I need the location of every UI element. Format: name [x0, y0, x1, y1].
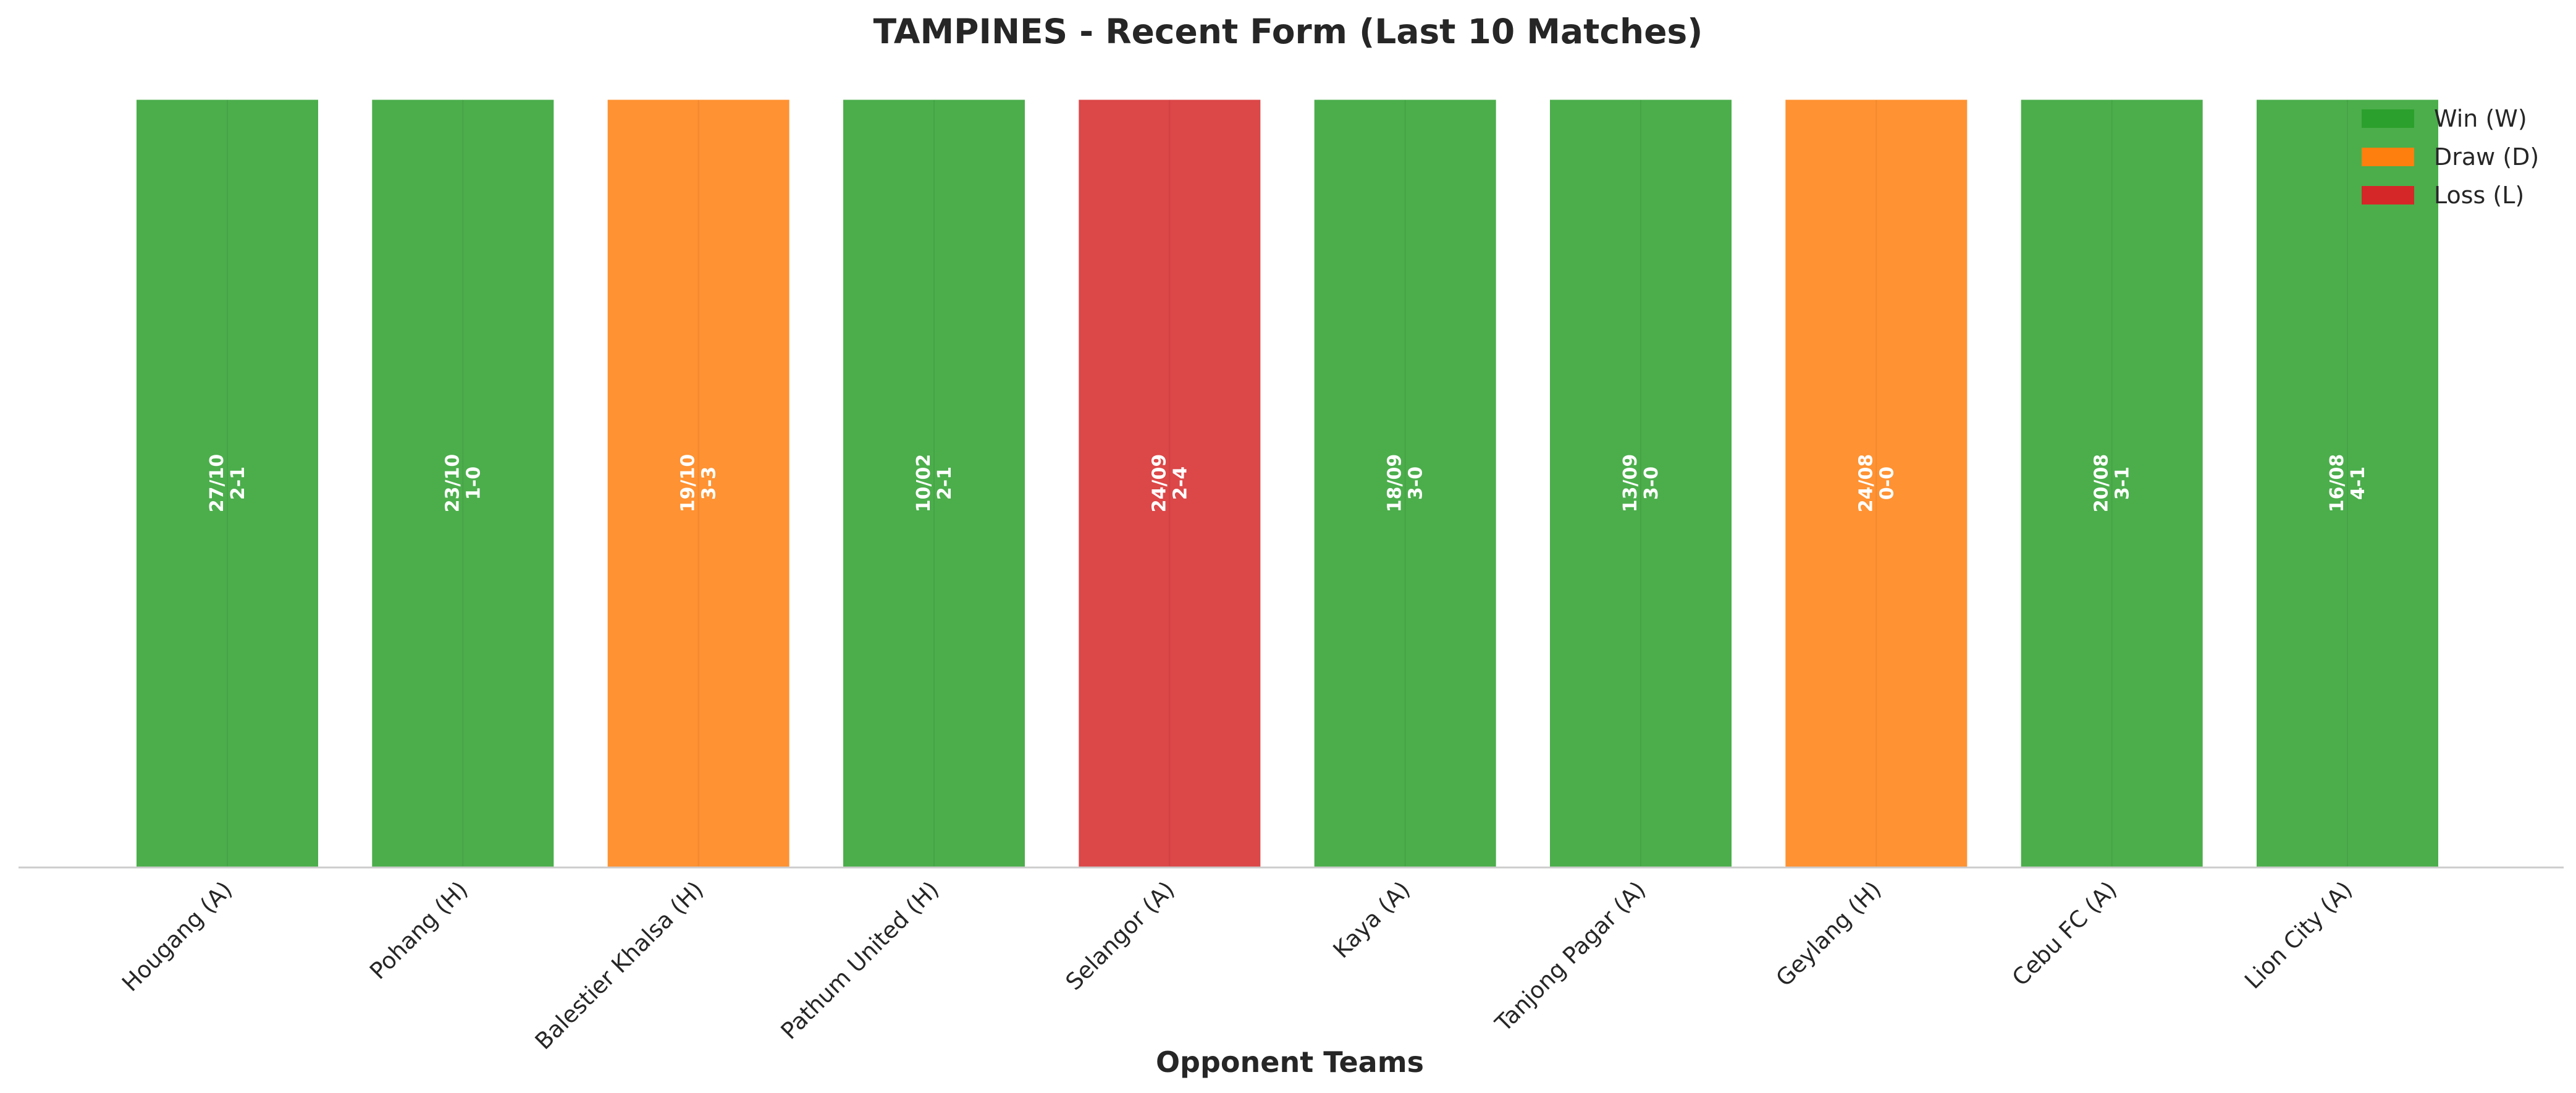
bar-score-label: 2-1	[227, 466, 249, 500]
bar-date-label: 13/09	[1620, 454, 1641, 512]
chart-title: TAMPINES - Recent Form (Last 10 Matches)	[873, 12, 1703, 51]
bar-score-label: 3-0	[1405, 466, 1427, 500]
bar-score-label: 3-3	[699, 466, 720, 500]
bar-label-10: 16/08 4-1	[2326, 454, 2369, 512]
bar-score-label: 4-1	[2347, 466, 2369, 500]
legend-swatch-d	[2362, 148, 2414, 166]
bar-labels-layer: 27/10 2-1 23/10 1-0 19/10 3-3 10/02 2-1 24/09 2-4…	[206, 454, 2369, 512]
legend-label-l: Loss (L)	[2434, 182, 2524, 209]
legend-swatch-l	[2362, 186, 2414, 205]
bar-label-1: 27/10 2-1	[206, 454, 249, 512]
bar-date-label: 18/09	[1384, 454, 1406, 512]
bar-label-5: 24/09 2-4	[1148, 454, 1191, 512]
bar-label-8: 24/08 0-0	[1855, 454, 1898, 512]
bar-7	[1548, 98, 1733, 869]
bar-6	[1312, 98, 1498, 869]
legend-swatch-w	[2362, 109, 2414, 128]
bar-label-4: 10/02 2-1	[913, 454, 956, 512]
bar-date-label: 16/08	[2326, 454, 2348, 512]
bar-date-label: 10/02	[913, 454, 935, 512]
x-tick-label: Lion City (A)	[2239, 876, 2357, 994]
bar-3	[605, 98, 791, 869]
bar-date-label: 19/10	[678, 454, 699, 512]
bar-10	[2255, 98, 2440, 869]
bar-score-label: 3-0	[1641, 466, 1662, 500]
bar-1	[135, 98, 320, 869]
bar-label-2: 23/10 1-0	[442, 454, 484, 512]
bar-date-label: 27/10	[206, 454, 228, 512]
bar-score-label: 1-0	[463, 466, 484, 500]
x-tick-label: Pohang (H)	[364, 876, 473, 984]
x-tick-label: Geylang (H)	[1771, 876, 1887, 992]
bar-score-label: 2-1	[934, 466, 956, 500]
legend-label-w: Win (W)	[2434, 105, 2527, 132]
x-tick-labels: Hougang (A) Pohang (H) Balestier Khalsa (H…	[117, 876, 2357, 1055]
x-tick-label: Cebu FC (A)	[2007, 876, 2122, 991]
bar-label-7: 13/09 3-0	[1620, 454, 1662, 512]
legend-label-d: Draw (D)	[2434, 143, 2539, 171]
legend: Win (W) Draw (D) Loss (L)	[2362, 105, 2539, 209]
bar-4	[841, 98, 1027, 869]
x-tick-label: Selangor (A)	[1061, 876, 1180, 995]
bar-2	[370, 98, 556, 869]
bar-score-label: 0-0	[1876, 466, 1898, 500]
bar-date-label: 20/08	[2091, 454, 2113, 512]
bar-score-label: 3-1	[2112, 466, 2134, 500]
bar-label-6: 18/09 3-0	[1384, 454, 1427, 512]
bar-date-label: 23/10	[442, 454, 463, 512]
x-tick-label: Hougang (A)	[117, 876, 237, 997]
x-axis-label: Opponent Teams	[1156, 1045, 1424, 1079]
x-tick-label: Pathum United (H)	[776, 876, 945, 1045]
bar-label-9: 20/08 3-1	[2091, 454, 2134, 512]
bar-label-3: 19/10 3-3	[678, 454, 720, 512]
x-tick-label: Tanjong Pagar (A)	[1490, 876, 1651, 1037]
x-tick-label: Balestier Khalsa (H)	[530, 876, 709, 1055]
bar-5	[1077, 98, 1263, 869]
bar-date-label: 24/08	[1855, 454, 1877, 512]
bar-8	[1783, 98, 1969, 869]
x-tick-label: Kaya (A)	[1328, 876, 1415, 963]
bar-date-label: 24/09	[1148, 454, 1170, 512]
bars-layer	[135, 98, 2440, 869]
bar-score-label: 2-4	[1169, 466, 1191, 500]
